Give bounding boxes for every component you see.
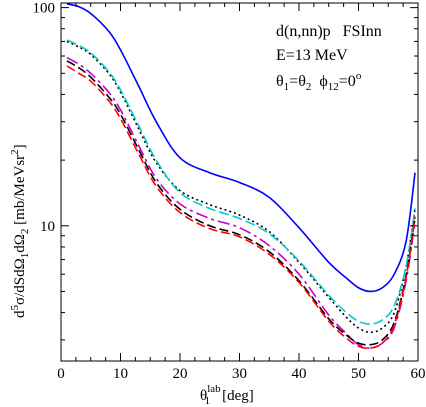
axis-ticks: 0 10 20 30 40 50 60 10 100: [33, 1, 426, 382]
series-3-line: [66, 39, 416, 325]
x-tick-label: 0: [57, 366, 65, 382]
x-tick-label: 60: [411, 366, 426, 382]
series-2-line: [66, 40, 416, 334]
x-tick-label: 40: [292, 366, 307, 382]
x-tick-label: 50: [351, 366, 366, 382]
x-tick-label: 20: [173, 366, 188, 382]
x-axis-label: θlab 1 [deg]: [200, 383, 254, 407]
x-tick-label: 30: [232, 366, 247, 382]
y-axis-label: d5σ/dSdΩ1dΩ2 [mb/MeVsr2]: [9, 144, 31, 318]
y-tick-label: 10: [40, 219, 55, 235]
series-1-line: [66, 3, 416, 293]
y-tick-label: 100: [33, 1, 56, 17]
x-tick-label: 10: [113, 366, 128, 382]
energy-label: E=13 MeV: [276, 47, 348, 64]
curves: [66, 3, 416, 350]
angle-condition-label: θ1=θ2 ϕ12=0o: [276, 70, 362, 93]
reaction-label: d(n,nn)p FSInn: [276, 23, 382, 40]
series-4-line: [66, 56, 416, 349]
series-5-line: [66, 60, 416, 346]
series-6-line: [66, 65, 416, 350]
